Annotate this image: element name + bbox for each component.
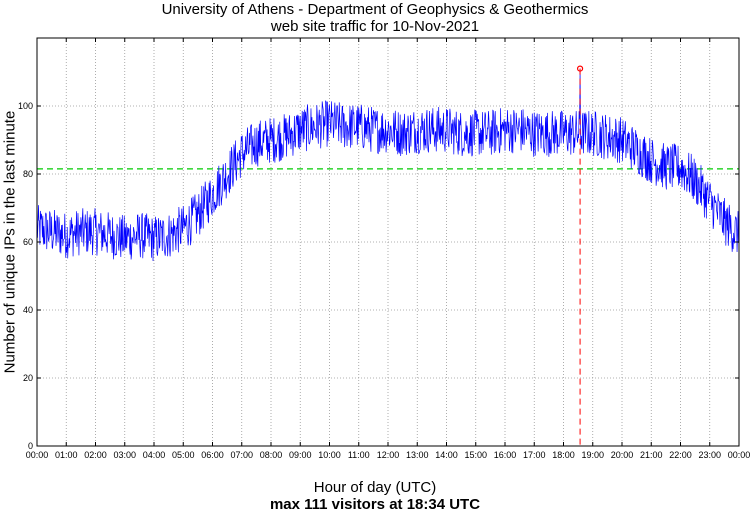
chart-title: University of Athens - Department of Geo… [161,1,589,18]
x-tick-label: 19:00 [581,450,604,460]
x-tick-label: 12:00 [377,450,400,460]
x-tick-label: 07:00 [230,450,253,460]
x-tick-label: 06:00 [201,450,224,460]
x-tick-label: 00:00 [26,450,49,460]
x-tick-label: 20:00 [611,450,634,460]
y-tick-label: 20 [23,373,33,383]
y-tick-label: 100 [18,101,33,111]
x-tick-label: 01:00 [55,450,78,460]
series-layer [36,68,740,261]
x-tick-label: 13:00 [406,450,429,460]
x-tick-label: 17:00 [523,450,546,460]
x-axis-label: Hour of day (UTC) [313,479,437,496]
series-line [36,68,740,261]
ticks: 00:00 01:00 02:00 03:00 04:00 05:00 06:00 07:00… [18,38,750,460]
x-tick-label: 10:00 [318,450,341,460]
grid [37,38,739,446]
x-tick-label: 09:00 [289,450,312,460]
x-tick-label: 05:00 [172,450,195,460]
y-tick-label: 0 [28,441,33,451]
x-tick-label: 04:00 [143,450,166,460]
x-tick-label: 23:00 [698,450,721,460]
max-marker-layer [576,65,584,446]
max-marker-point [576,65,584,72]
x-tick-label: 00:00 [728,450,750,460]
y-tick-label: 60 [23,237,33,247]
x-tick-label: 21:00 [640,450,663,460]
x-tick-label: 15:00 [464,450,487,460]
max-visitors-caption: max 111 visitors at 18:34 UTC [269,496,481,513]
chart-subtitle: web site traffic for 10-Nov-2021 [270,18,480,35]
x-tick-label: 14:00 [435,450,458,460]
x-tick-label: 16:00 [494,450,517,460]
x-tick-label: 22:00 [669,450,692,460]
x-tick-label: 11:00 [348,450,370,460]
y-tick-label: 80 [23,169,33,179]
x-tick-label: 02:00 [84,450,107,460]
y-tick-label: 40 [23,305,33,315]
x-tick-label: 03:00 [113,450,136,460]
x-tick-label: 18:00 [552,450,575,460]
x-tick-label: 08:00 [260,450,283,460]
